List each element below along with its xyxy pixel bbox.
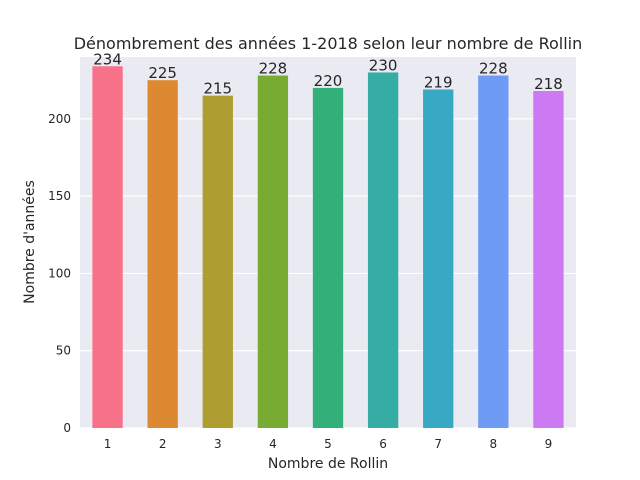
data-label-6: 230 <box>369 56 398 74</box>
x-tick-label: 3 <box>214 437 222 451</box>
bar-1 <box>92 66 123 429</box>
y-axis-label: Nombre d'années <box>22 180 38 304</box>
x-tick-label: 9 <box>545 437 553 451</box>
bar-8 <box>478 75 509 429</box>
bar-7 <box>423 89 454 429</box>
x-tick-label: 2 <box>159 437 167 451</box>
data-label-5: 220 <box>314 72 343 90</box>
data-label-7: 219 <box>424 73 453 91</box>
data-label-9: 218 <box>534 75 563 93</box>
bars <box>92 66 564 429</box>
x-tick-label: 6 <box>379 437 387 451</box>
bar-3 <box>202 95 233 428</box>
data-label-3: 215 <box>203 80 232 98</box>
bar-6 <box>367 72 399 428</box>
data-label-4: 228 <box>259 60 288 78</box>
x-tick-label: 7 <box>434 437 442 451</box>
x-axis-ticks: 1 2 3 4 5 6 7 8 9 <box>104 437 553 451</box>
y-tick-label: 50 <box>56 344 71 358</box>
x-tick-label: 1 <box>104 437 112 451</box>
y-axis-ticks: 0 50 100 150 200 <box>48 112 71 435</box>
x-tick-label: 5 <box>324 437 332 451</box>
y-tick-label: 0 <box>63 421 71 435</box>
x-tick-label: 4 <box>269 437 277 451</box>
bar-9 <box>533 91 564 428</box>
bar-4 <box>257 75 289 429</box>
x-axis-label: Nombre de Rollin <box>268 456 388 472</box>
bar-2 <box>147 80 178 428</box>
x-tick-label: 8 <box>490 437 498 451</box>
chart-title: Dénombrement des années 1-2018 selon leu… <box>74 34 583 53</box>
y-tick-label: 200 <box>48 112 71 126</box>
y-tick-label: 100 <box>48 266 71 280</box>
data-label-1: 234 <box>93 50 122 68</box>
data-labels: 234 225 215 228 220 230 219 228 218 <box>93 50 563 97</box>
y-tick-label: 150 <box>48 189 71 203</box>
bar-5 <box>312 87 344 429</box>
data-label-8: 228 <box>479 60 508 78</box>
data-label-2: 225 <box>148 64 177 82</box>
